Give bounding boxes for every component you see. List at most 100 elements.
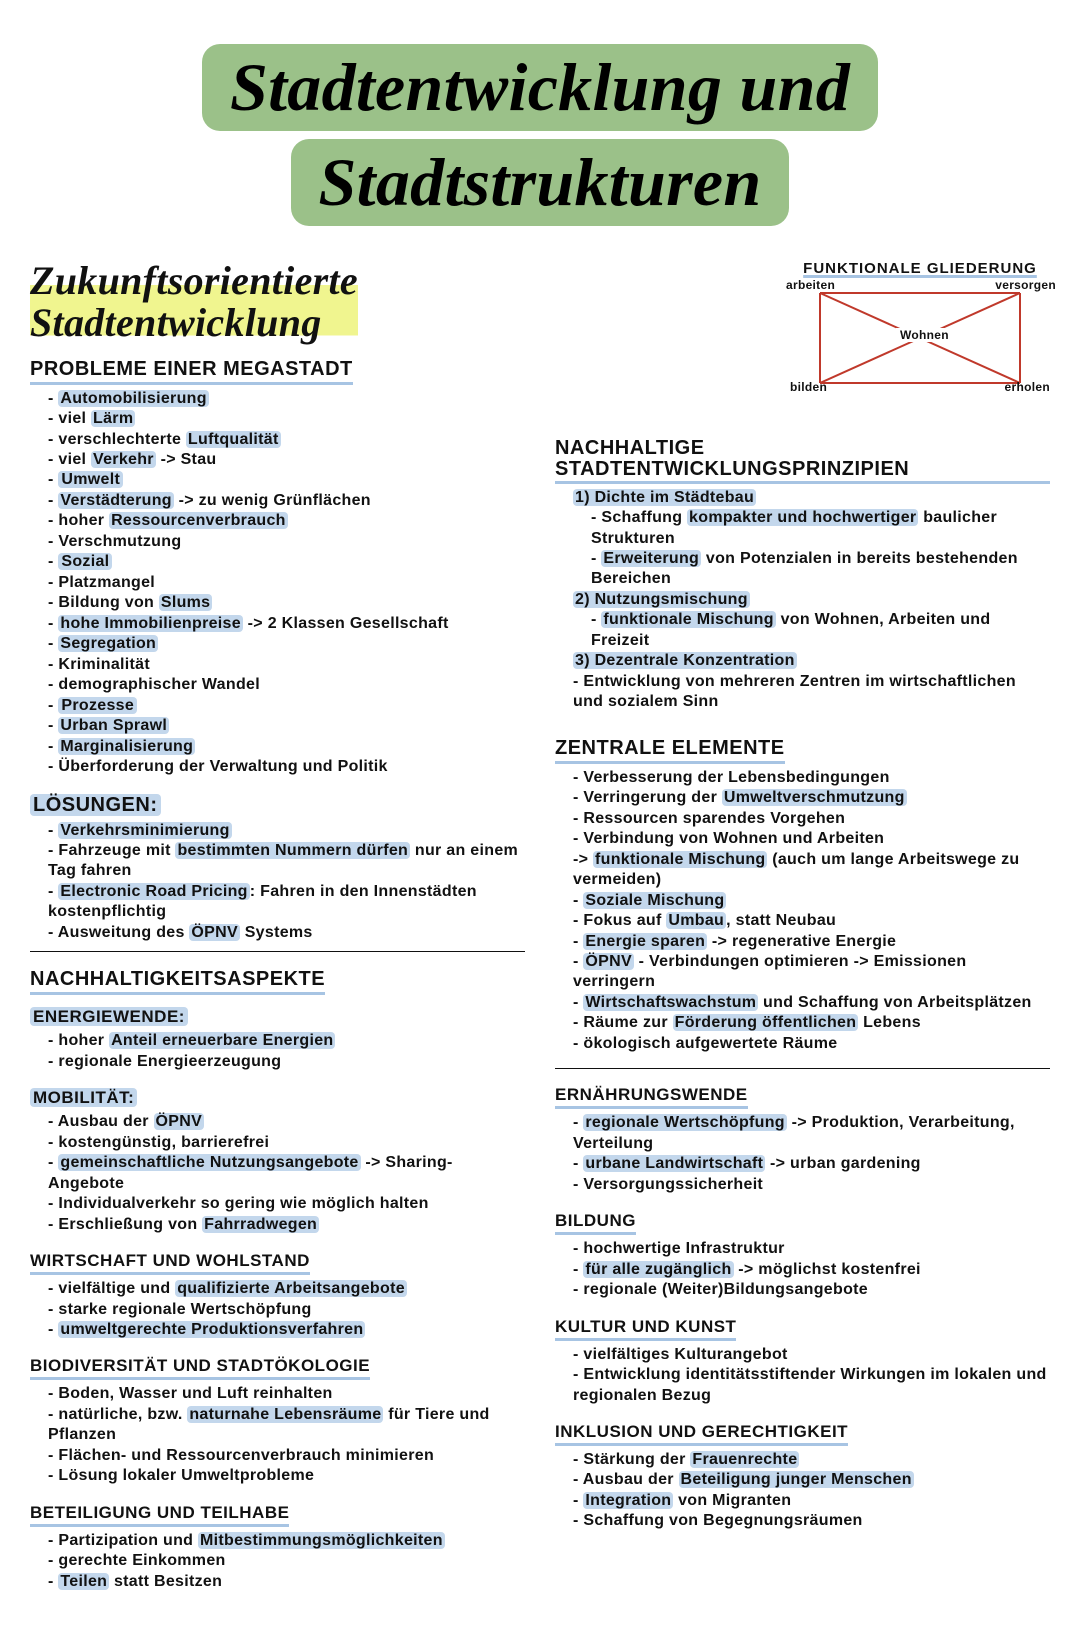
list-item: Fokus auf Umbau, statt Neubau <box>573 911 1050 931</box>
list-item: Automobilisierung <box>48 389 525 409</box>
prinzip-3: 3) Dezentrale Konzentration <box>573 651 1050 671</box>
divider <box>30 951 525 952</box>
list-item: Ausbau der ÖPNV <box>48 1112 525 1132</box>
right-column: FUNKTIONALE GLIEDERUNG arbeiten versorge… <box>555 260 1050 1601</box>
list-item: Räume zur Förderung öffentlichen Lebens <box>573 1013 1050 1033</box>
list-item: Schaffung von Begegnungsräumen <box>573 1511 1050 1531</box>
list-item: Ausweitung des ÖPNV Systems <box>48 923 525 943</box>
list-item: Flächen- und Ressourcenverbrauch minimie… <box>48 1446 525 1466</box>
list-energiewende: hoher Anteil erneuerbare Energienregiona… <box>48 1031 525 1072</box>
prinzip-1: 1) Dichte im Städtebau <box>573 488 1050 508</box>
list-item: Ressourcen sparendes Vorgehen <box>573 809 1050 829</box>
main-title: Stadtentwicklung und Stadtstrukturen <box>30 40 1050 230</box>
list-prinzip-2: funktionale Mischung von Wohnen, Arbeite… <box>591 610 1050 651</box>
list-item: Soziale Mischung <box>573 891 1050 911</box>
list-item: Marginalisierung <box>48 737 525 757</box>
list-item: starke regionale Wertschöpfung <box>48 1300 525 1320</box>
list-biodiv: Boden, Wasser und Luft reinhaltennatürli… <box>48 1384 525 1486</box>
list-item: Verstädterung -> zu wenig Grünflächen <box>48 491 525 511</box>
list-ernaehrung: regionale Wertschöpfung -> Produktion, V… <box>573 1113 1050 1195</box>
diag-label-tl: arbeiten <box>786 278 835 292</box>
list-item: Versorgungssicherheit <box>573 1175 1050 1195</box>
list-item: Electronic Road Pricing: Fahren in den I… <box>48 882 525 923</box>
list-item: viel Verkehr -> Stau <box>48 450 525 470</box>
heading-loesungen: LÖSUNGEN: <box>30 794 161 817</box>
functional-diagram: FUNKTIONALE GLIEDERUNG arbeiten versorge… <box>790 260 1050 400</box>
sub-inklusion: INKLUSION UND GERECHTIGKEIT <box>555 1422 848 1446</box>
prinzip-2: 2) Nutzungsmischung <box>573 590 1050 610</box>
list-item: gerechte Einkommen <box>48 1551 525 1571</box>
sub-beteiligung: BETEILIGUNG UND TEILHABE <box>30 1503 289 1527</box>
list-item: regionale Energieerzeugung <box>48 1052 525 1072</box>
list-item: Verschmutzung <box>48 532 525 552</box>
list-item: Segregation <box>48 634 525 654</box>
list-prinzip-1: Schaffung kompakter und hochwertiger bau… <box>591 508 1050 590</box>
cat-prozesse: Prozesse <box>48 696 525 716</box>
heading-megastadt: PROBLEME EINER MEGASTADT <box>30 358 353 385</box>
heading-aspekte: NACHHALTIGKEITSASPEKTE <box>30 968 325 995</box>
list-kultur: vielfältiges KulturangebotEntwicklung id… <box>573 1345 1050 1406</box>
title-line-1: Stadtentwicklung und <box>202 44 878 131</box>
sub-kultur: KULTUR UND KUNST <box>555 1317 736 1341</box>
divider-right <box>555 1068 1050 1069</box>
diag-label-tr: versorgen <box>995 278 1056 292</box>
list-item: Verbindung von Wohnen und Arbeiten <box>573 829 1050 849</box>
diag-label-bl: bilden <box>790 380 827 394</box>
list-prozesse: Urban SprawlMarginalisierungÜberforderun… <box>48 716 525 777</box>
list-item: verschlechterte Luftqualität <box>48 430 525 450</box>
sub-biodiv: BIODIVERSITÄT UND STADTÖKOLOGIE <box>30 1356 370 1380</box>
list-item: urbane Landwirtschaft -> urban gardening <box>573 1154 1050 1174</box>
list-item: Bildung von Slums <box>48 593 525 613</box>
list-item: Energie sparen -> regenerative Energie <box>573 932 1050 952</box>
list-item: Boden, Wasser und Luft reinhalten <box>48 1384 525 1404</box>
list-item: ÖPNV - Verbindungen optimieren -> Emissi… <box>573 952 1050 993</box>
list-item: hohe Immobilienpreise -> 2 Klassen Gesel… <box>48 614 525 634</box>
list-item: Wirtschaftswachstum und Schaffung von Ar… <box>573 993 1050 1013</box>
list-item: vielfältige und qualifizierte Arbeitsang… <box>48 1279 525 1299</box>
list-item: funktionale Mischung von Wohnen, Arbeite… <box>591 610 1050 651</box>
diag-label-mid: Wohnen <box>896 328 953 342</box>
list-item: Kriminalität <box>48 655 525 675</box>
sub-mobilitaet: MOBILITÄT: <box>30 1088 137 1108</box>
list-item: Integration von Migranten <box>573 1491 1050 1511</box>
diagram-title: FUNKTIONALE GLIEDERUNG <box>790 260 1050 277</box>
list-item: Überforderung der Verwaltung und Politik <box>48 757 525 777</box>
list-beteiligung: Partizipation und Mitbestimmungsmöglichk… <box>48 1531 525 1592</box>
list-item: Erweiterung von Potenzialen in bereits b… <box>591 549 1050 590</box>
heading-prinzipien: NACHHALTIGE STADTENTWICKLUNGSPRINZIPIEN <box>555 438 1050 484</box>
sub-bildung: BILDUNG <box>555 1211 636 1235</box>
list-item: natürliche, bzw. naturnahe Lebensräume f… <box>48 1405 525 1446</box>
list-bildung: hochwertige Infrastrukturfür alle zugäng… <box>573 1239 1050 1300</box>
title-line-2: Stadtstrukturen <box>291 139 790 226</box>
sub-ernaehrung: ERNÄHRUNGSWENDE <box>555 1085 748 1109</box>
list-item: Entwicklung identitätsstiftender Wirkung… <box>573 1365 1050 1406</box>
list-item: hoher Ressourcenverbrauch <box>48 511 525 531</box>
list-item: ökologisch aufgewertete Räume <box>573 1034 1050 1054</box>
list-item: Individualverkehr so gering wie möglich … <box>48 1194 525 1214</box>
list-item: -> funktionale Mischung (auch um lange A… <box>573 850 1050 891</box>
list-megastadt-top: Automobilisierungviel Lärmverschlechtert… <box>48 389 525 471</box>
sub-wirtschaft: WIRTSCHAFT UND WOHLSTAND <box>30 1251 310 1275</box>
list-item: vielfältiges Kulturangebot <box>573 1345 1050 1365</box>
list-inklusion: Stärkung der FrauenrechteAusbau der Bete… <box>573 1450 1050 1532</box>
list-item: Verringerung der Umweltverschmutzung <box>573 788 1050 808</box>
list-item: Erschließung von Fahrradwegen <box>48 1215 525 1235</box>
cat-umwelt: Umwelt <box>48 470 525 490</box>
diag-label-br: erholen <box>1005 380 1050 394</box>
list-item: umweltgerechte Produktionsverfahren <box>48 1320 525 1340</box>
list-item: Platzmangel <box>48 573 525 593</box>
list-item: hochwertige Infrastruktur <box>573 1239 1050 1259</box>
list-item: hoher Anteil erneuerbare Energien <box>48 1031 525 1051</box>
list-item: Fahrzeuge mit bestimmten Nummern dürfen … <box>48 841 525 882</box>
list-item: Schaffung kompakter und hochwertiger bau… <box>591 508 1050 549</box>
list-item: regionale Wertschöpfung -> Produktion, V… <box>573 1113 1050 1154</box>
list-item: Ausbau der Beteiligung junger Menschen <box>573 1470 1050 1490</box>
list-item: regionale (Weiter)Bildungsangebote <box>573 1280 1050 1300</box>
list-item: Teilen statt Besitzen <box>48 1572 525 1592</box>
heading-elemente: ZENTRALE ELEMENTE <box>555 737 785 764</box>
cat-sozial: Sozial <box>48 552 525 572</box>
left-column: Zukunftsorientierte Stadtentwicklung PRO… <box>30 260 525 1601</box>
list-prinzip-3: Entwicklung von mehreren Zentren im wirt… <box>573 672 1050 713</box>
list-item: Verkehrsminimierung <box>48 821 525 841</box>
list-item: viel Lärm <box>48 409 525 429</box>
